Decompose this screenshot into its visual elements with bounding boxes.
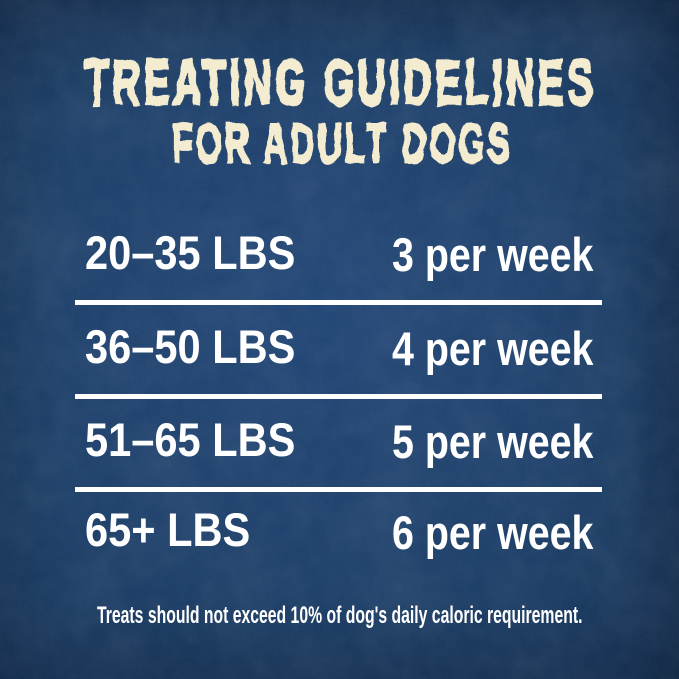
svg-text:FOR ADULT DOGS: FOR ADULT DOGS [172, 112, 513, 174]
svg-text:TREATING GUIDELINES: TREATING GUIDELINES [85, 48, 597, 118]
